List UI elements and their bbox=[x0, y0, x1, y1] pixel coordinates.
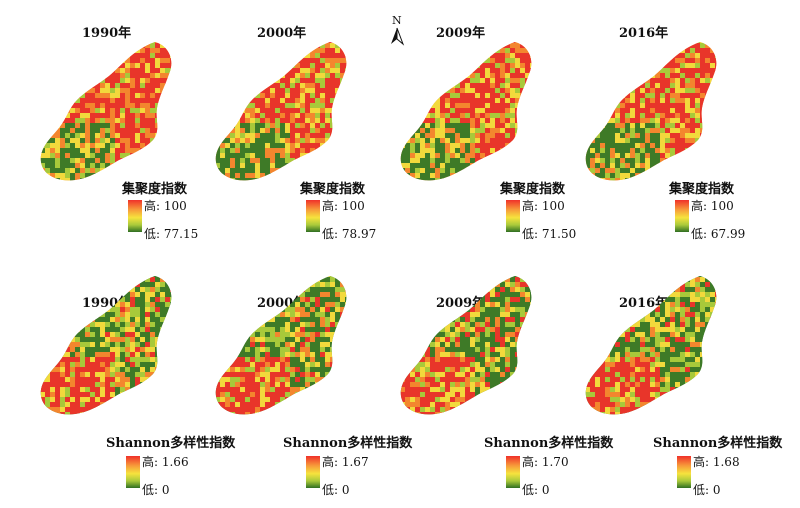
legend-low-value: 低: 0 bbox=[142, 483, 170, 497]
legend-title: 集聚度指数 bbox=[669, 182, 735, 197]
panel-year: 2000年 bbox=[257, 26, 307, 41]
map-panel-r1-c0: 1990年 Shannon多样性指数 高: 1.66 低: 0 bbox=[30, 258, 235, 508]
legend-title: Shannon多样性指数 bbox=[484, 436, 614, 451]
watershed-map-shannon-2009 bbox=[400, 276, 532, 415]
north-arrow-icon bbox=[391, 27, 405, 46]
legend-low-value: 低: 77.15 bbox=[144, 227, 199, 241]
watershed-map-aggregation-2009 bbox=[400, 42, 532, 181]
legend-title: 集聚度指数 bbox=[122, 182, 188, 197]
map-panel-r1-c3: 2016年 Shannon多样性指数 高: 1.68 低: 0 bbox=[575, 258, 782, 508]
panel-year: 2016年 bbox=[619, 296, 669, 311]
legend-title: Shannon多样性指数 bbox=[106, 436, 236, 451]
map-panel-r0-c1: 2000年 集聚度指数 高: 100 低: 78.97 bbox=[205, 0, 395, 250]
legend-color-ramp bbox=[506, 200, 520, 232]
legend-title: Shannon多样性指数 bbox=[283, 436, 413, 451]
panel-year: 2009年 bbox=[436, 26, 486, 41]
legend-low-value: 低: 78.97 bbox=[322, 227, 377, 241]
legend-low-value: 低: 71.50 bbox=[522, 227, 577, 241]
legend-high-value: 高: 1.66 bbox=[142, 455, 189, 469]
legend-color-ramp bbox=[306, 200, 320, 232]
legend-title: 集聚度指数 bbox=[500, 182, 566, 197]
legend-high-value: 高: 1.68 bbox=[693, 455, 740, 469]
watershed-map-shannon-2000 bbox=[215, 276, 347, 415]
watershed-map-shannon-1990 bbox=[40, 276, 172, 415]
north-label: N bbox=[392, 14, 402, 27]
legend-color-ramp bbox=[128, 200, 142, 232]
legend-low-value: 低: 0 bbox=[322, 483, 350, 497]
watershed-map-shannon-2016 bbox=[585, 276, 717, 415]
watershed-map-aggregation-2000 bbox=[215, 42, 347, 181]
legend-high-value: 高: 1.70 bbox=[522, 455, 569, 469]
legend-low-value: 低: 67.99 bbox=[691, 227, 746, 241]
watershed-map-aggregation-1990 bbox=[40, 42, 172, 181]
legend-low-value: 低: 0 bbox=[522, 483, 550, 497]
legend-color-ramp bbox=[675, 200, 689, 232]
map-panel-r1-c2: 2009年 Shannon多样性指数 高: 1.70 低: 0 bbox=[390, 258, 613, 508]
legend-color-ramp bbox=[306, 456, 320, 488]
watershed-map-aggregation-2016 bbox=[585, 42, 717, 181]
legend-high-value: 高: 100 bbox=[322, 199, 365, 213]
legend-high-value: 高: 100 bbox=[144, 199, 187, 213]
legend-color-ramp bbox=[677, 456, 691, 488]
north-arrow: N bbox=[388, 14, 406, 48]
legend-high-value: 高: 100 bbox=[691, 199, 734, 213]
legend-title: 集聚度指数 bbox=[300, 182, 366, 197]
map-panel-r0-c2: 2009年 集聚度指数 高: 100 低: 71.50 bbox=[390, 0, 580, 250]
map-panel-r1-c1: 2000年 Shannon多样性指数 高: 1.67 低: 0 bbox=[205, 258, 412, 508]
panel-year: 2016年 bbox=[619, 26, 669, 41]
legend-high-value: 高: 1.67 bbox=[322, 455, 369, 469]
legend-high-value: 高: 100 bbox=[522, 199, 565, 213]
panel-year: 1990年 bbox=[82, 26, 132, 41]
legend-color-ramp bbox=[126, 456, 140, 488]
map-panel-r0-c0: 1990年 集聚度指数 高: 100 低: 77.15 bbox=[30, 0, 220, 250]
legend-title: Shannon多样性指数 bbox=[653, 436, 783, 451]
legend-color-ramp bbox=[506, 456, 520, 488]
map-panel-r0-c3: 2016年 集聚度指数 高: 100 低: 67.99 bbox=[575, 0, 775, 250]
legend-low-value: 低: 0 bbox=[693, 483, 721, 497]
